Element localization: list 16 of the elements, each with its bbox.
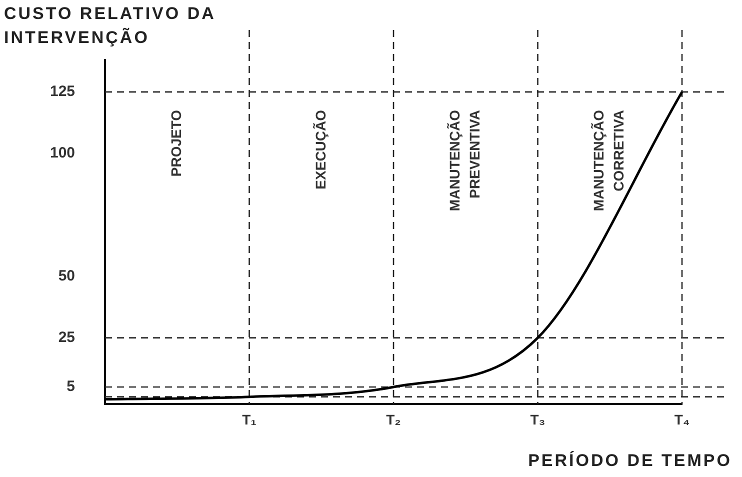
y-tick-label: 5 — [66, 378, 76, 396]
annotation: EXECUÇÃO — [312, 110, 328, 190]
x-axis-title: PERÍODO DE TEMPO — [528, 450, 732, 472]
annotation: PROJETO — [168, 110, 184, 177]
y-tick-label: 50 — [58, 267, 76, 284]
x-tick-label: T₃ — [530, 411, 546, 428]
y-tick-label: 125 — [50, 83, 76, 100]
x-tick-label: T₁ — [242, 411, 257, 428]
line-series — [104, 90, 684, 401]
annotation: MANUTENÇÃO CORRETIVA — [590, 110, 627, 212]
x-tick-label: T₂ — [386, 411, 401, 428]
y-tick-label: 100 — [50, 144, 76, 162]
x-tick-label: T₄ — [674, 411, 690, 428]
y-axis-title: CUSTO RELATIVO DA INTERVENÇÃO — [4, 3, 216, 49]
annotation: MANUTENÇÃO PREVENTIVA — [446, 110, 482, 212]
y-tick-label: 25 — [58, 328, 76, 346]
